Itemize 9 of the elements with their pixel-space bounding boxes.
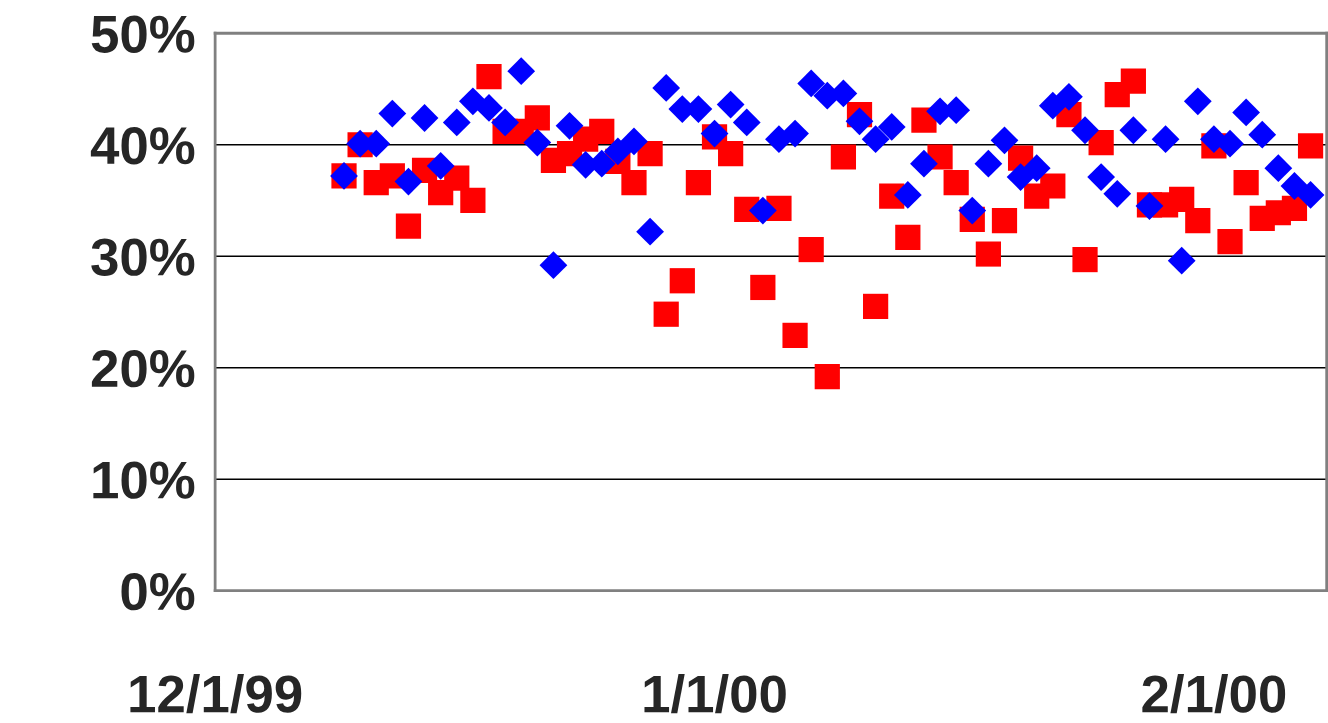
y-tick-label: 30% [91, 238, 195, 276]
y-tick-label: 0% [121, 572, 195, 611]
x-tick-label: 1/1/00 [644, 674, 786, 714]
y-tick-label: 40% [90, 127, 195, 165]
x-tick-label: 2/1/00 [1142, 674, 1286, 714]
y-tick-label: 20% [91, 349, 195, 388]
y-tick-label: 50% [91, 15, 195, 53]
y-tick-label: 10% [93, 461, 195, 499]
x-tick-label: 12/1/99 [130, 674, 302, 714]
